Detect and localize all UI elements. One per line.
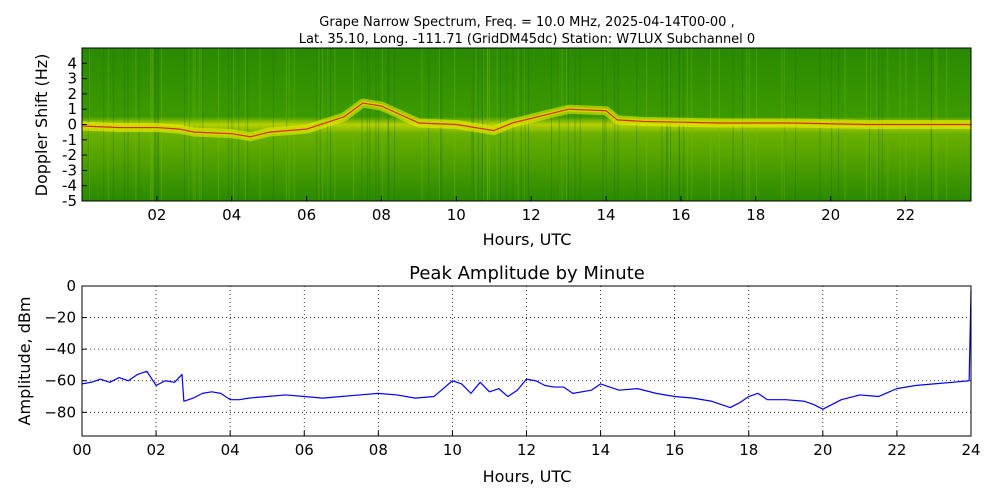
amplitude-x-tick-label: 08 — [369, 441, 388, 459]
spectrogram-y-tick-label: 4 — [67, 54, 77, 72]
amplitude-y-tick-label: −80 — [44, 403, 76, 421]
doppler-trace-peak — [81, 102, 971, 138]
amplitude-x-tick-label: 06 — [295, 441, 314, 459]
amplitude-x-tick-label: 12 — [517, 441, 536, 459]
amplitude-x-tick-label: 24 — [961, 441, 980, 459]
spectrogram-y-tick-label: 2 — [67, 85, 77, 103]
amplitude-x-tick-label: 22 — [887, 441, 906, 459]
spectrogram-y-tick-label: -5 — [62, 192, 77, 210]
amplitude-y-tick-label: −40 — [44, 340, 76, 358]
amplitude-plot: 00 02 04 06 08 10 12 14 16 18 20 22 24 0 −20 −40 −60 −80 — [44, 277, 980, 459]
amplitude-plot-background — [82, 286, 971, 436]
amplitude-x-tick-label: 10 — [443, 441, 462, 459]
spectrogram-x-tick-label: 12 — [522, 206, 541, 224]
spectrogram-x-tick-label: 04 — [222, 206, 241, 224]
amplitude-x-tick-label: 00 — [72, 441, 91, 459]
amplitude-y-tick-label: −60 — [44, 372, 76, 390]
spectrogram-y-tick-label: -4 — [62, 177, 77, 195]
amplitude-y-tick-label: −20 — [44, 309, 76, 327]
amplitude-y-tick-label: 0 — [66, 277, 76, 295]
amplitude-x-tick-label: 18 — [739, 441, 758, 459]
amplitude-x-tick-label: 20 — [813, 441, 832, 459]
spectrogram-title-line1: Grape Narrow Spectrum, Freq. = 10.0 MHz,… — [319, 15, 734, 30]
spectrogram-y-tick-label: 1 — [67, 100, 77, 118]
amplitude-x-tick-label: 16 — [665, 441, 684, 459]
spectrogram-x-tick-label: 06 — [297, 206, 316, 224]
spectrogram-x-tick-label: 20 — [821, 206, 840, 224]
spectrogram-x-tick-label: 02 — [147, 206, 166, 224]
amplitude-x-tick-label: 04 — [221, 441, 240, 459]
amplitude-title: Peak Amplitude by Minute — [409, 263, 645, 284]
spectrogram-x-tick-label: 10 — [447, 206, 466, 224]
spectrogram-y-tick-label: -3 — [62, 161, 77, 179]
spectrogram-xlabel: Hours, UTC — [483, 230, 572, 249]
spectrogram-y-tick-label: 3 — [67, 70, 77, 88]
spectrogram-x-tick-label: 16 — [671, 206, 690, 224]
spectrogram-y-tick-label: -2 — [62, 146, 77, 164]
amplitude-x-tick-label: 02 — [147, 441, 166, 459]
spectrogram-y-tick-label: -1 — [62, 131, 77, 149]
spectrogram-y-tick-label: 0 — [67, 116, 77, 134]
spectrogram-x-tick-label: 22 — [896, 206, 915, 224]
spectrogram-x-tick-label: 08 — [372, 206, 391, 224]
amplitude-series-line — [81, 290, 972, 410]
amplitude-xlabel: Hours, UTC — [483, 467, 572, 486]
spectrogram-ylabel: Doppler Shift (Hz) — [32, 54, 51, 197]
amplitude-x-tick-label: 14 — [591, 441, 610, 459]
spectrogram-x-tick-label: 14 — [596, 206, 615, 224]
spectrogram-x-tick-label: 18 — [746, 206, 765, 224]
spectrogram-title-line2: Lat. 35.10, Long. -111.71 (GridDM45dc) S… — [299, 32, 755, 47]
amplitude-ylabel: Amplitude, dBm — [15, 297, 34, 426]
